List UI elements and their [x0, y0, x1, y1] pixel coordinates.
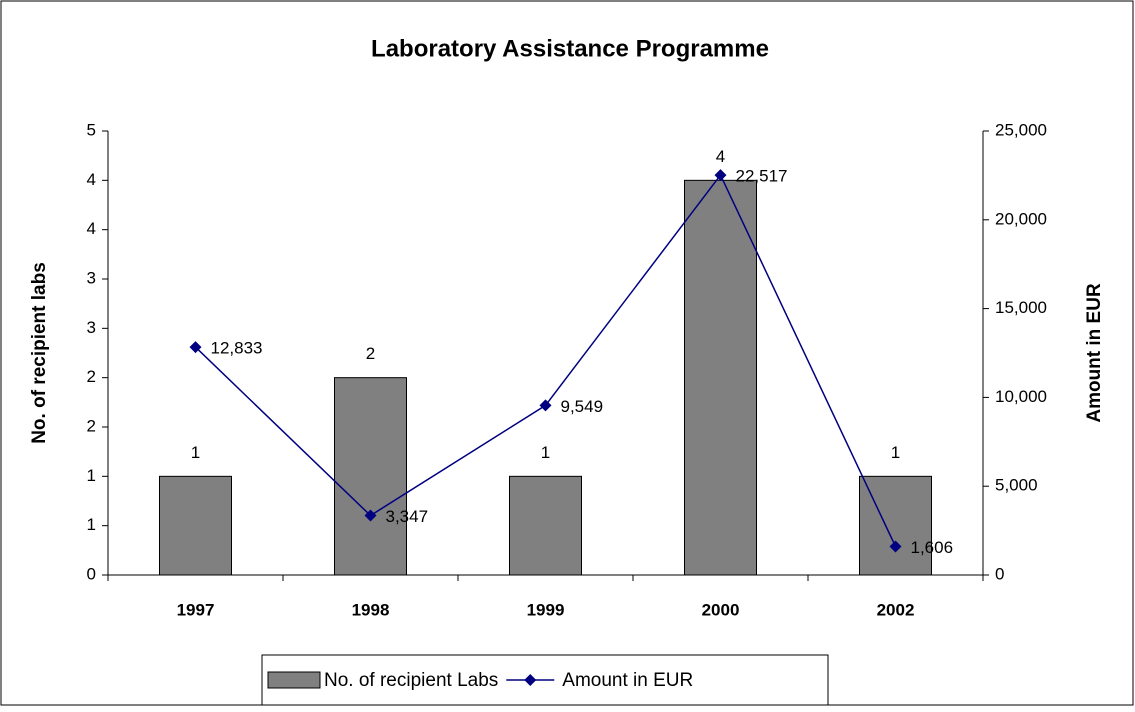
x-tick-label: 1998 — [352, 600, 390, 619]
y2-axis-title: Amount in EUR — [1084, 283, 1105, 423]
bar-value-label: 1 — [191, 443, 200, 462]
line-value-label: 12,833 — [211, 339, 263, 358]
bar-value-label: 1 — [891, 443, 900, 462]
legend-label: Amount in EUR — [562, 670, 693, 691]
bar-value-label: 2 — [366, 344, 375, 363]
bar-value-label: 1 — [541, 443, 550, 462]
x-tick-label: 2002 — [877, 600, 915, 619]
y-tick-label: 4 — [87, 170, 96, 189]
y-tick-label: 3 — [87, 268, 96, 287]
line-marker — [714, 169, 727, 182]
y-tick-label: 2 — [87, 416, 96, 435]
y2-tick-label: 20,000 — [995, 209, 1047, 228]
legend-swatch — [267, 671, 321, 689]
line-value-label: 9,549 — [561, 397, 604, 416]
line-marker — [889, 540, 902, 553]
bar-value-label: 4 — [716, 147, 725, 166]
x-tick-label: 2000 — [702, 600, 740, 619]
y-tick-label: 3 — [87, 318, 96, 337]
line-marker — [364, 509, 377, 522]
bar — [509, 475, 582, 576]
y-tick-label: 1 — [87, 466, 96, 485]
y2-tick-label: 10,000 — [995, 387, 1047, 406]
bar — [684, 179, 757, 576]
y-tick-label: 5 — [87, 120, 96, 139]
y2-tick-label: 25,000 — [995, 120, 1047, 139]
line-marker — [539, 399, 552, 412]
line-value-label: 1,606 — [911, 538, 954, 557]
y-tick-label: 1 — [87, 515, 96, 534]
x-tick-label: 1999 — [527, 600, 565, 619]
line-value-label: 3,347 — [386, 507, 429, 526]
y-tick-label: 4 — [87, 219, 96, 238]
bar — [334, 377, 407, 576]
y2-tick-label: 15,000 — [995, 298, 1047, 317]
y2-tick-label: 5,000 — [995, 476, 1038, 495]
y-tick-label: 0 — [87, 564, 96, 583]
bar — [859, 475, 932, 576]
legend-marker — [524, 674, 537, 686]
legend-label: No. of recipient Labs — [324, 670, 498, 691]
y2-tick-label: 0 — [995, 564, 1004, 583]
chart-title: Laboratory Assistance Programme — [371, 35, 769, 62]
bar — [159, 475, 232, 576]
line-marker — [189, 341, 202, 354]
line-value-label: 22,517 — [736, 167, 788, 186]
y-axis-title: No. of recipient labs — [29, 262, 50, 444]
x-tick-label: 1997 — [177, 600, 215, 619]
y-tick-label: 2 — [87, 367, 96, 386]
